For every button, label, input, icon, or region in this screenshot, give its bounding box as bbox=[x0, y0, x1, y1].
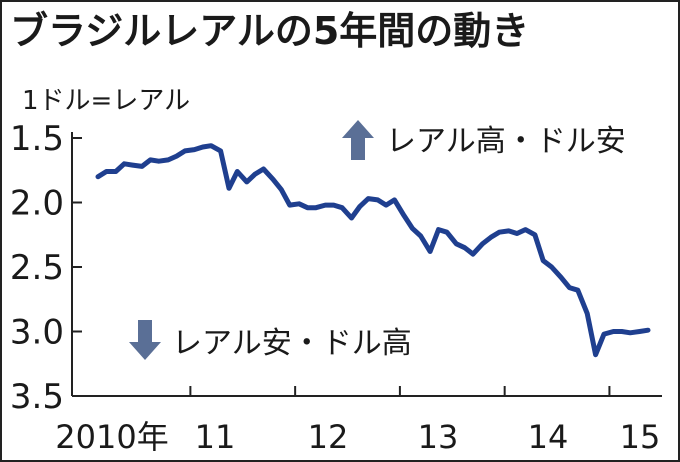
y-axis-ticks: 1.5 2.0 2.5 3.0 3.5 bbox=[10, 119, 82, 417]
y-tick-label: 2.5 bbox=[10, 248, 64, 288]
y-tick-label: 3.0 bbox=[10, 313, 64, 353]
x-axis-ticks: 2010年 11 12 13 14 15 bbox=[55, 386, 660, 456]
arrow-down-icon bbox=[129, 320, 161, 360]
x-tick-label: 15 bbox=[620, 418, 661, 456]
y-tick-label: 3.5 bbox=[10, 377, 64, 417]
chart-title: ブラジルレアルの5年間の動き bbox=[10, 9, 530, 53]
x-tick-label: 14 bbox=[528, 418, 569, 456]
annotation-real-strong: レアル高・ドル安 bbox=[386, 124, 626, 159]
series-layer bbox=[95, 143, 651, 358]
annotation-real-weak: レアル安・ドル高 bbox=[172, 326, 412, 361]
y-tick-label: 2.0 bbox=[10, 184, 64, 224]
x-tick-label: 11 bbox=[195, 418, 236, 456]
x-tick-label: 13 bbox=[418, 418, 459, 456]
x-tick-label: 12 bbox=[308, 418, 349, 456]
x-tick-label: 2010年 bbox=[55, 418, 168, 456]
arrow-up-icon bbox=[342, 120, 374, 160]
chart-axes bbox=[71, 132, 662, 397]
y-tick-label: 1.5 bbox=[10, 119, 64, 159]
unit-label: 1ドル=レアル bbox=[22, 86, 191, 116]
series-line bbox=[95, 143, 651, 358]
